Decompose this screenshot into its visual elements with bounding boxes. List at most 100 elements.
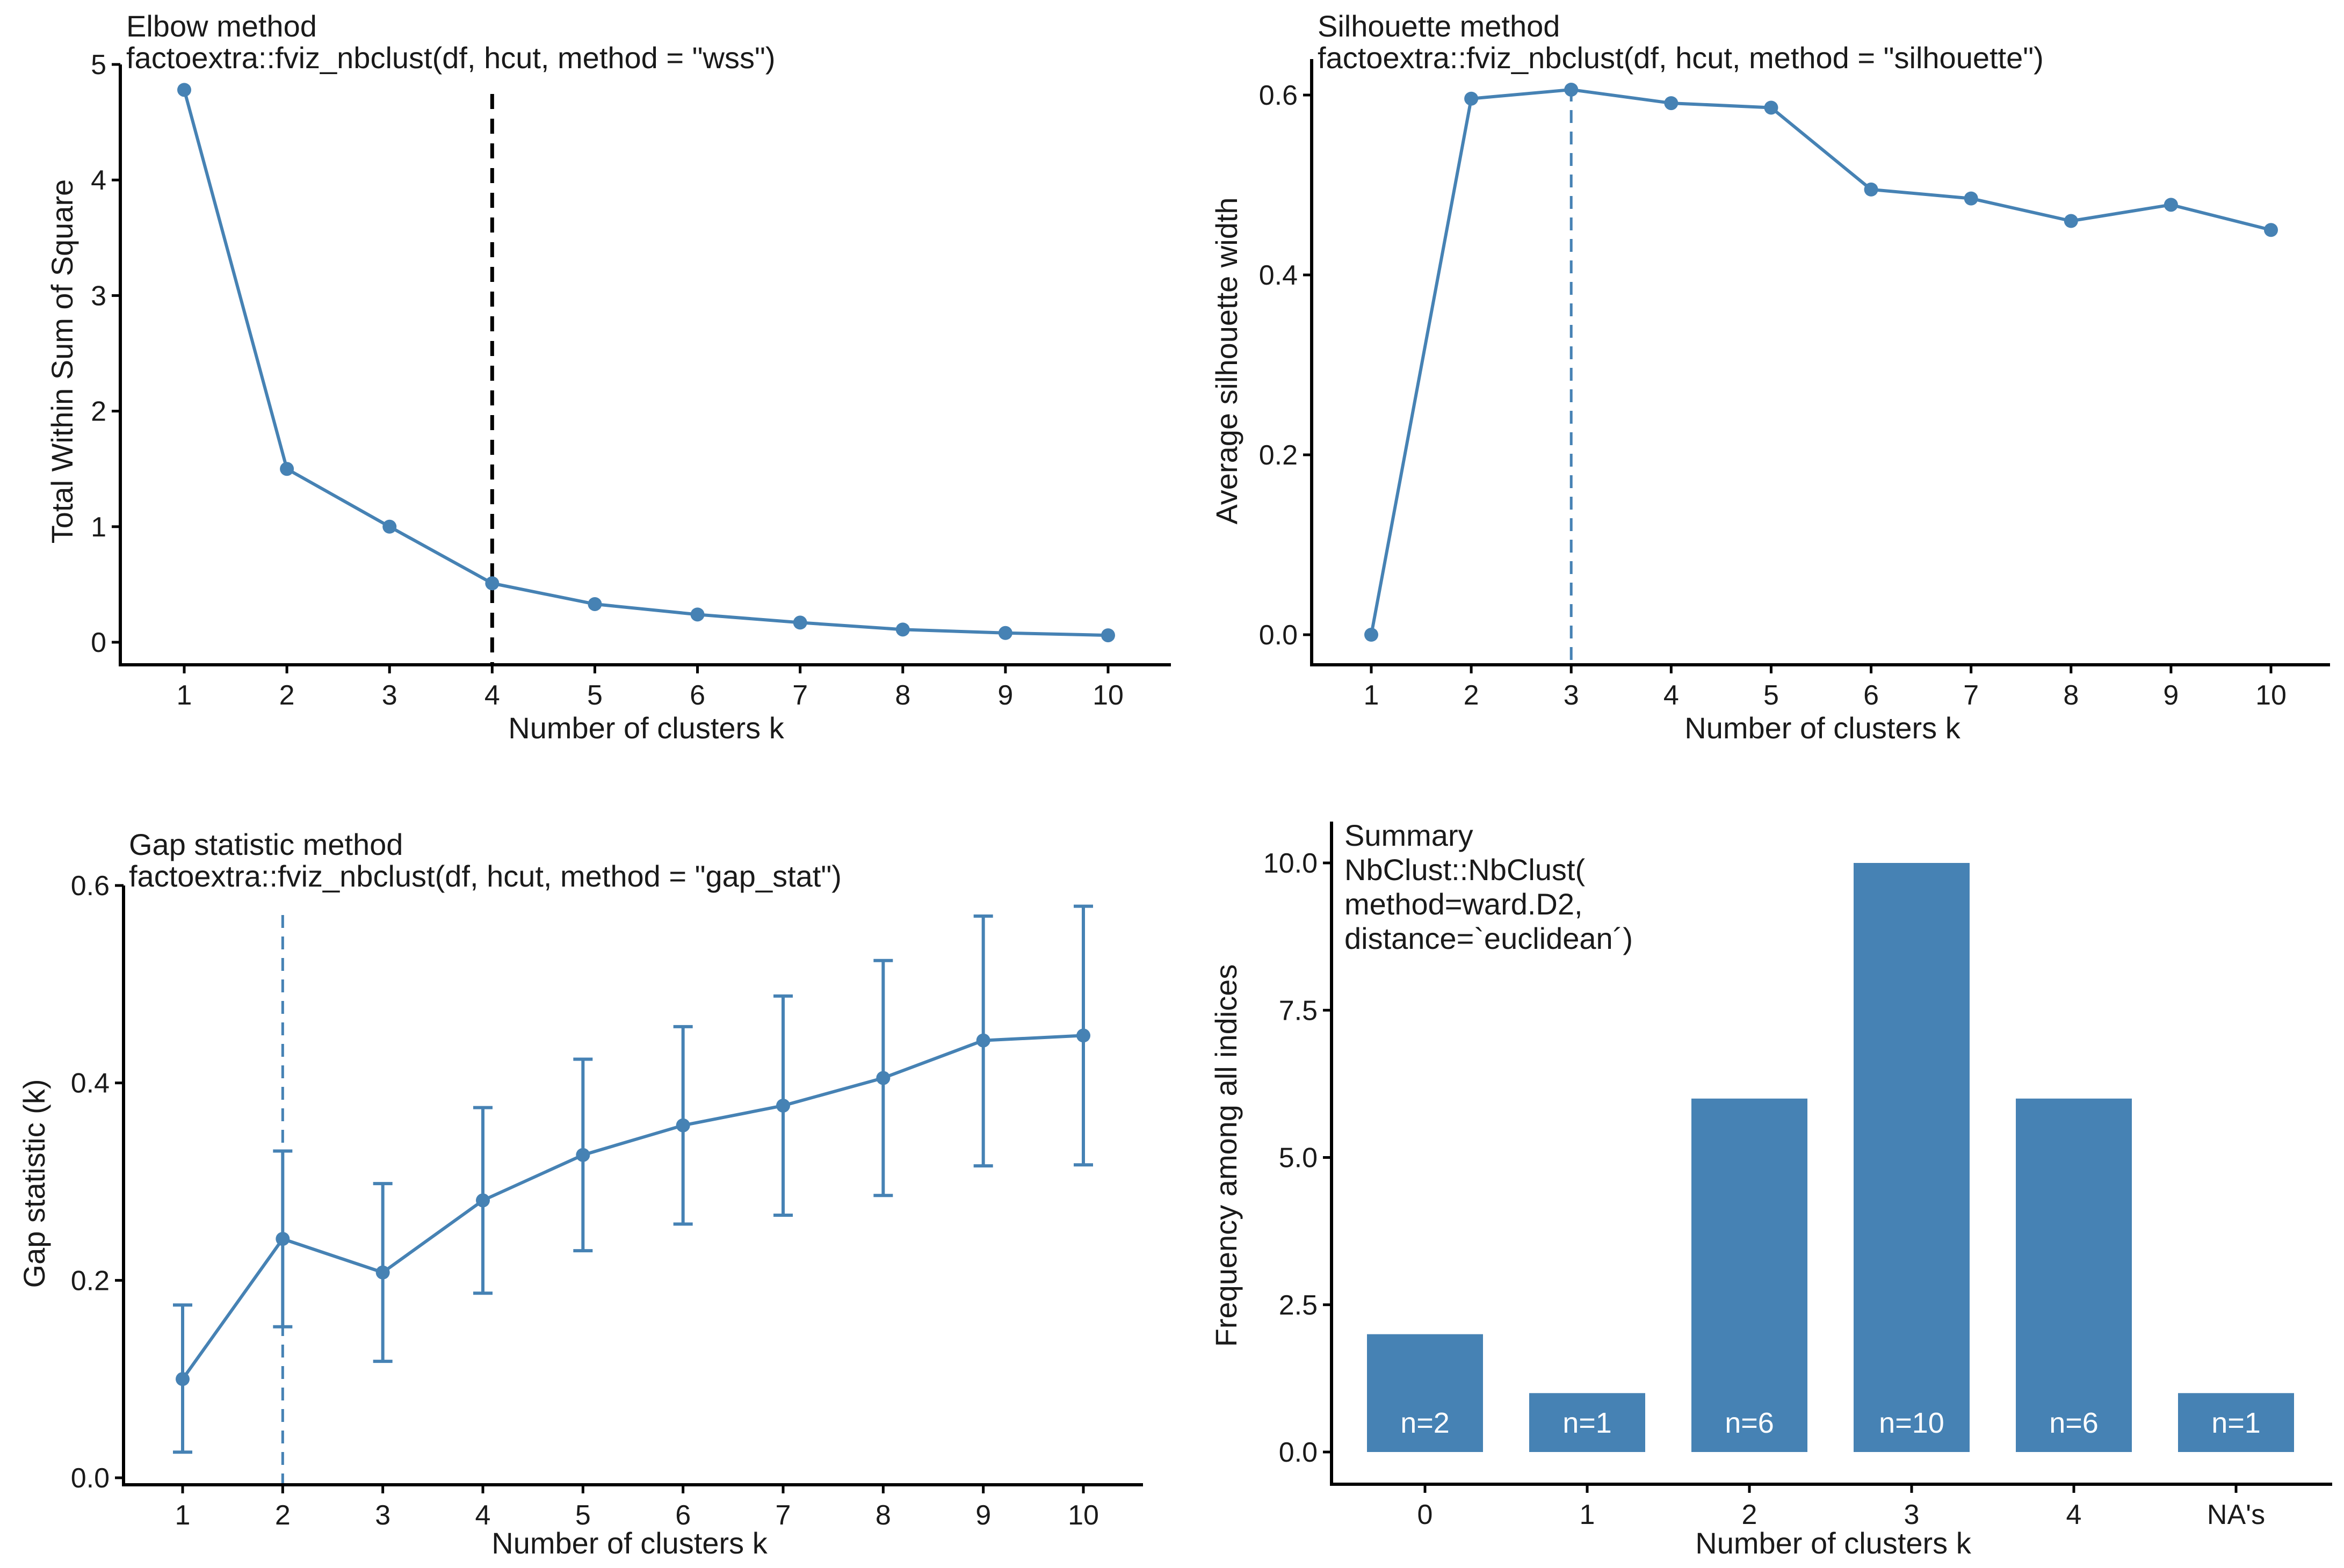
gap-x-tick-label: 8 — [876, 1500, 891, 1531]
elbow-subtitle: factoextra::fviz_nbclust(df, hcut, metho… — [126, 41, 775, 75]
summary-bar-layer: n=2 n=1 n=6 n=10 n=6 n=1 — [1367, 863, 2294, 1452]
elbow-data-point — [382, 519, 397, 534]
summary-y-tick-label: 7.5 — [1279, 995, 1318, 1026]
elbow-y-axis-title: Total Within Sum of Square — [45, 179, 79, 544]
summary-title: Summary NbClust::NbClust( method=ward.D2… — [1344, 818, 1633, 955]
summary-y-axis-title: Frequency among all indices — [1209, 964, 1243, 1347]
elbow-data-point — [280, 462, 294, 476]
summary-bar-label: n=6 — [2049, 1407, 2099, 1439]
elbow-x-tick-label: 8 — [895, 680, 910, 711]
elbow-y-tick-label: 2 — [91, 396, 106, 427]
summary-bar-label: n=2 — [1400, 1407, 1450, 1439]
elbow-x-tick-label: 7 — [792, 680, 808, 711]
gap-data-point — [276, 1232, 290, 1246]
silhouette-axes-layer: 0.0 0.2 0.4 0.6 1 2 3 4 5 6 7 8 9 10 — [1259, 59, 2330, 711]
summary-bar-group: n=1 — [2178, 1393, 2294, 1452]
gap-x-tick-label: 10 — [1068, 1500, 1099, 1531]
summary-bar — [2178, 1393, 2294, 1452]
elbow-series-layer — [177, 83, 1115, 643]
summary-bar-group: n=6 — [1691, 1098, 1807, 1452]
summary-bar-label: n=1 — [2211, 1407, 2261, 1439]
summary-bar — [1529, 1393, 1645, 1452]
gap-series-line — [181, 1034, 1084, 1380]
silhouette-x-tick-label: 4 — [1663, 680, 1679, 711]
summary-y-tick-label: 10.0 — [1263, 848, 1318, 879]
summary-x-tick-label: 3 — [1904, 1499, 1920, 1530]
summary-bar-group: n=6 — [2016, 1098, 2132, 1452]
gap-x-tick-label: 9 — [975, 1500, 991, 1531]
gap-data-point — [876, 1071, 891, 1085]
elbow-x-tick-label: 3 — [382, 680, 397, 711]
elbow-data-point — [588, 597, 602, 611]
silhouette-x-tick-label: 7 — [1963, 680, 1979, 711]
silhouette-series-layer — [1364, 82, 2278, 642]
summary-x-tick-label: 1 — [1580, 1499, 1595, 1530]
summary-y-tick-label: 2.5 — [1279, 1290, 1318, 1321]
silhouette-x-tick-label: 10 — [2255, 680, 2287, 711]
silhouette-data-point — [1864, 182, 1878, 197]
elbow-x-axis-title: Number of clusters k — [508, 711, 784, 745]
silhouette-x-tick-label: 1 — [1364, 680, 1379, 711]
elbow-y-tick-label: 4 — [91, 165, 106, 196]
gap-data-point — [776, 1098, 790, 1113]
gap-x-tick-label: 5 — [575, 1500, 591, 1531]
summary-title-line: distance=`euclidean´) — [1344, 921, 1633, 955]
gap-subtitle: factoextra::fviz_nbclust(df, hcut, metho… — [129, 859, 842, 893]
summary-title-line: NbClust::NbClust( — [1344, 853, 1585, 887]
elbow-data-point — [177, 83, 191, 97]
gap-y-tick-label: 0.6 — [71, 870, 110, 902]
gap-data-point — [576, 1148, 590, 1162]
elbow-x-tick-label: 1 — [177, 680, 192, 711]
gap-x-tick-label: 7 — [776, 1500, 791, 1531]
elbow-y-tick-label: 3 — [91, 280, 106, 311]
summary-x-tick-label: NA's — [2207, 1499, 2265, 1530]
silhouette-panel: Silhouette method factoextra::fviz_nbclu… — [1210, 9, 2330, 745]
silhouette-data-point — [2164, 198, 2178, 212]
elbow-y-tick-label: 5 — [91, 49, 106, 81]
gap-y-axis-title: Gap statistic (k) — [17, 1079, 51, 1288]
summary-title-line: method=ward.D2, — [1344, 887, 1583, 921]
silhouette-x-tick-label: 8 — [2063, 680, 2079, 711]
silhouette-data-point — [1464, 91, 1479, 106]
silhouette-data-point — [2264, 223, 2278, 237]
elbow-x-tick-label: 5 — [587, 680, 603, 711]
summary-panel: Summary NbClust::NbClust( method=ward.D2… — [1209, 818, 2332, 1560]
silhouette-series-line — [1370, 88, 2271, 635]
silhouette-data-point — [1564, 82, 1579, 97]
summary-bar-group: n=10 — [1854, 863, 1970, 1452]
gap-data-point — [476, 1193, 490, 1208]
summary-bar — [1854, 863, 1970, 1452]
summary-bar-group: n=2 — [1367, 1334, 1483, 1452]
silhouette-x-tick-label: 6 — [1863, 680, 1879, 711]
gap-x-tick-label: 6 — [675, 1500, 691, 1531]
silhouette-data-point — [1664, 96, 1679, 111]
silhouette-x-axis-title: Number of clusters k — [1684, 711, 1960, 745]
summary-bar — [2016, 1098, 2132, 1452]
gap-data-point — [976, 1033, 990, 1048]
gap-data-point — [375, 1265, 390, 1280]
silhouette-data-point — [1964, 191, 1978, 206]
gap-x-tick-label: 2 — [275, 1500, 291, 1531]
silhouette-y-axis-title: Average silhouette width — [1210, 197, 1243, 524]
elbow-x-tick-label: 6 — [690, 680, 705, 711]
silhouette-subtitle: factoextra::fviz_nbclust(df, hcut, metho… — [1318, 41, 2044, 75]
gap-series-layer — [173, 904, 1093, 1454]
silhouette-y-tick-label: 0.4 — [1259, 260, 1298, 291]
silhouette-data-point — [1764, 100, 1778, 115]
silhouette-x-tick-label: 9 — [2163, 680, 2179, 711]
elbow-axes-layer: 0 1 2 3 4 5 1 2 3 4 5 6 7 8 9 10 — [91, 49, 1171, 711]
gap-axes-layer: 0.0 0.2 0.4 0.6 1 2 3 4 5 6 7 8 9 10 — [71, 870, 1143, 1531]
summary-bar-group: n=1 — [1529, 1393, 1645, 1452]
summary-x-axis-title: Number of clusters k — [1695, 1526, 1971, 1560]
silhouette-title: Silhouette method — [1318, 9, 1560, 43]
summary-bar-label: n=1 — [1562, 1407, 1612, 1439]
silhouette-y-tick-label: 0.6 — [1259, 80, 1298, 111]
gap-y-tick-label: 0.2 — [71, 1265, 110, 1296]
gap-x-tick-label: 3 — [375, 1500, 390, 1531]
summary-y-tick-label: 5.0 — [1279, 1143, 1318, 1174]
gap-x-tick-label: 1 — [175, 1500, 191, 1531]
elbow-series-line — [183, 89, 1109, 637]
gap-data-point — [676, 1118, 690, 1133]
gap-y-tick-label: 0.4 — [71, 1068, 110, 1099]
